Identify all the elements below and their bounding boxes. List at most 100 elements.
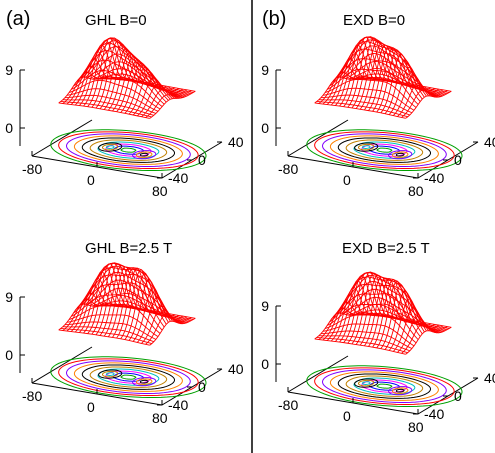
z-tick-label: 0 <box>5 347 13 363</box>
contour-line <box>105 370 152 384</box>
chart-panel-3: EXD B=2.5 T 9 0 -80 0 80 40 0 -40 <box>261 240 495 435</box>
mesh-line <box>85 271 177 323</box>
y-tick-label: -40 <box>424 406 444 422</box>
peak-contour <box>132 150 157 160</box>
peak-contour <box>135 378 153 385</box>
mesh-line <box>341 45 433 97</box>
floor-back-edge <box>31 119 93 157</box>
panel-letter-a: (a) <box>6 8 30 30</box>
chart-panel-1: EXD B=0 9 0 -80 0 80 40 0 -40 <box>261 12 495 199</box>
contour-line <box>361 143 408 157</box>
z-tick-label: 9 <box>261 298 269 314</box>
peak-contour <box>139 379 149 384</box>
contour-line <box>322 133 447 167</box>
mesh-line <box>397 315 444 353</box>
peak-contour <box>388 150 413 160</box>
contour-line <box>120 374 137 380</box>
contour-line <box>306 129 463 172</box>
panel-letter-b: (b) <box>262 8 286 30</box>
x-tick-label: -80 <box>22 161 42 177</box>
contour-line <box>322 369 447 403</box>
chart-panel-0: GHL B=0 9 0 -80 0 80 40 0 -40 <box>5 12 244 199</box>
x-tick-label: 0 <box>343 408 351 424</box>
x-tick-label: 0 <box>87 172 95 188</box>
mesh-line <box>360 75 452 92</box>
contour-line <box>376 383 393 389</box>
y-tick-label: 40 <box>228 361 244 377</box>
mesh-line <box>405 326 452 355</box>
mesh-line <box>141 305 188 344</box>
peak-contour <box>395 388 405 393</box>
x-tick-label: -80 <box>22 388 42 404</box>
contour-line <box>66 360 191 394</box>
chart-title: EXD B=0 <box>343 12 405 29</box>
mesh-line <box>100 304 192 322</box>
contour-line <box>89 139 168 161</box>
z-tick-label: 9 <box>5 289 13 305</box>
contour-line <box>368 145 400 155</box>
mesh-line <box>104 302 196 319</box>
mesh-line <box>102 303 194 320</box>
contour-line <box>73 362 183 392</box>
mesh-line <box>149 90 196 119</box>
mesh-line <box>104 75 196 92</box>
x-tick-label: -80 <box>278 161 298 177</box>
peak-contour <box>135 151 153 158</box>
contour-line <box>329 371 439 401</box>
surface-mesh <box>314 271 452 355</box>
mesh-line <box>87 279 179 324</box>
mesh-line <box>345 296 438 334</box>
mesh-line <box>145 313 192 345</box>
floor-back-edge <box>31 346 93 384</box>
mesh-line <box>343 53 435 98</box>
mesh-line <box>397 82 444 117</box>
peak-contour <box>354 378 379 388</box>
peak-contour <box>101 370 119 378</box>
contour-line <box>345 139 424 161</box>
x-tick-label: 80 <box>408 419 424 435</box>
peak-contour <box>357 143 375 151</box>
contour-line <box>112 372 144 382</box>
peak-contour <box>391 151 409 158</box>
contour-line <box>89 366 168 388</box>
contour-line <box>105 143 152 157</box>
y-tick-label: -40 <box>168 397 188 413</box>
contour-line <box>314 131 455 169</box>
floor-back-edge <box>287 355 349 393</box>
contour-line <box>337 373 432 399</box>
peak-contour <box>388 386 413 396</box>
contour-line <box>73 135 183 165</box>
peak-contour <box>105 145 115 149</box>
mesh-line <box>102 76 194 93</box>
contour-line <box>314 367 455 405</box>
y-tick-label: 0 <box>454 152 462 168</box>
peak-contour <box>101 143 119 151</box>
x-tick-label: 0 <box>343 172 351 188</box>
contour-line <box>50 356 207 399</box>
y-tick-label: 40 <box>484 370 495 386</box>
contour-line <box>329 135 439 165</box>
contour-line <box>50 129 207 172</box>
chart-title: GHL B=2.5 T <box>85 240 172 257</box>
contour-line <box>376 147 393 153</box>
surface-mesh <box>314 36 452 119</box>
peak-contour <box>105 372 115 376</box>
z-tick-label: 0 <box>261 120 269 136</box>
peak-contour <box>98 142 123 152</box>
z-tick-label: 0 <box>261 356 269 372</box>
peak-contour <box>395 152 405 157</box>
y-tick-label: 0 <box>198 152 206 168</box>
mesh-line <box>392 74 440 116</box>
y-tick-label: 0 <box>198 379 206 395</box>
x-tick-label: 80 <box>152 183 168 199</box>
mesh-line <box>356 77 448 95</box>
mesh-line <box>392 307 440 352</box>
contour-line <box>345 375 424 397</box>
mesh-line <box>149 317 196 346</box>
contour-line <box>306 365 463 408</box>
contour-line <box>368 381 400 391</box>
x-tick-label: 80 <box>152 410 168 426</box>
floor-back-edge <box>287 119 349 157</box>
